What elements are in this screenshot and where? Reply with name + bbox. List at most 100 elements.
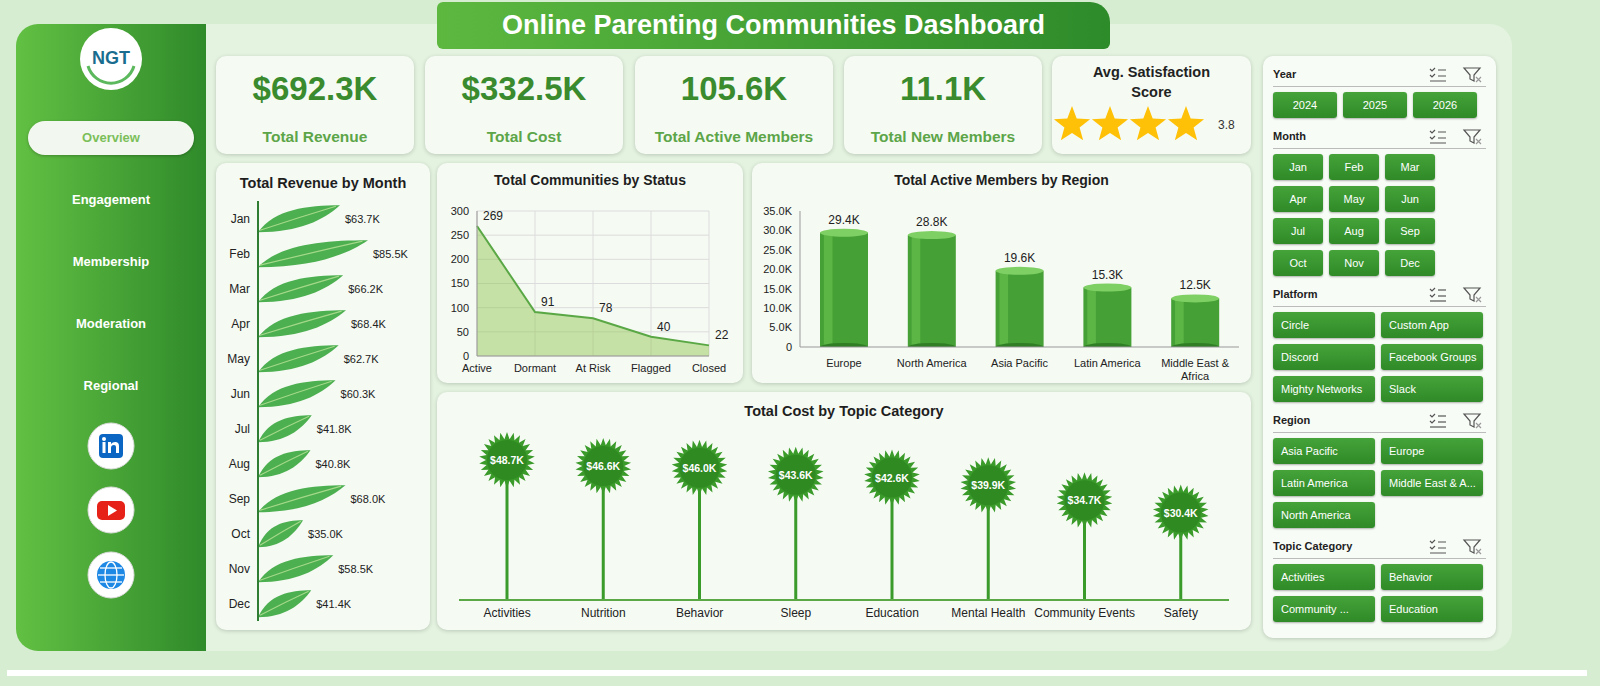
svg-text:$48.7K: $48.7K [490, 454, 524, 466]
html-text:Overview: Overview [82, 130, 140, 145]
svg-text:$62.7K: $62.7K [344, 353, 380, 365]
html-text:2026: 2026 [1432, 99, 1458, 111]
svg-text:$58.5K: $58.5K [338, 563, 374, 575]
html-text:Total Communities by Status: Total Communities by Status [494, 172, 686, 188]
html-text:Total Revenue by Month: Total Revenue by Month [239, 175, 407, 191]
html-text:11.1K: 11.1K [899, 70, 987, 107]
svg-text:28.8K: 28.8K [916, 215, 947, 229]
svg-text:100: 100 [451, 302, 469, 314]
svg-text:$46.0K: $46.0K [683, 462, 717, 474]
html-text:Total Active Members by Region: Total Active Members by Region [894, 172, 1109, 188]
svg-text:Active: Active [462, 362, 492, 374]
svg-text:Jul: Jul [235, 422, 250, 436]
svg-text:At Risk: At Risk [576, 362, 611, 374]
svg-text:$68.0K: $68.0K [350, 493, 386, 505]
svg-text:$41.8K: $41.8K [317, 423, 353, 435]
svg-text:15.3K: 15.3K [1092, 268, 1123, 282]
svg-text:$40.8K: $40.8K [315, 458, 351, 470]
svg-text:$43.6K: $43.6K [779, 469, 813, 481]
svg-text:$68.4K: $68.4K [351, 318, 387, 330]
svg-text:22: 22 [715, 328, 729, 342]
svg-text:Dec: Dec [229, 597, 250, 611]
html-text:Moderation: Moderation [76, 316, 146, 331]
svg-text:30.0K: 30.0K [763, 224, 792, 236]
svg-text:29.4K: 29.4K [828, 213, 859, 227]
svg-text:5.0K: 5.0K [769, 321, 792, 333]
svg-text:Middle East &Africa: Middle East &Africa [1161, 357, 1230, 381]
svg-text:40: 40 [657, 320, 671, 334]
html-text:Online Parenting Communities D: Online Parenting Communities Dashboard [502, 10, 1045, 40]
svg-text:Flagged: Flagged [631, 362, 671, 374]
svg-text:Jan: Jan [231, 212, 250, 226]
svg-text:Latin America: Latin America [1074, 357, 1142, 369]
svg-text:$66.2K: $66.2K [348, 283, 384, 295]
svg-text:Jun: Jun [231, 387, 250, 401]
html-text:Engagement: Engagement [72, 192, 150, 207]
svg-text:$42.6K: $42.6K [875, 472, 909, 484]
svg-text:$34.7K: $34.7K [1068, 494, 1102, 506]
svg-text:19.6K: 19.6K [1004, 251, 1035, 265]
svg-text:Nutrition: Nutrition [581, 606, 626, 620]
html-text:$692.3K: $692.3K [252, 70, 378, 107]
svg-text:15.0K: 15.0K [763, 283, 792, 295]
svg-text:269: 269 [483, 209, 503, 223]
svg-text:Education: Education [865, 606, 918, 620]
svg-text:$39.9K: $39.9K [971, 479, 1005, 491]
html-text:Regional: Regional [83, 378, 139, 393]
html-text:Membership: Membership [72, 254, 150, 269]
svg-text:Dormant: Dormant [514, 362, 556, 374]
svg-text:Closed: Closed [692, 362, 726, 374]
svg-text:Activities: Activities [483, 606, 530, 620]
html-text:Year: Year [1273, 68, 1297, 80]
svg-text:Community Events: Community Events [1034, 606, 1135, 620]
svg-text:$60.3K: $60.3K [341, 388, 377, 400]
svg-text:$63.7K: $63.7K [345, 213, 381, 225]
svg-text:NGT: NGT [92, 48, 130, 68]
svg-text:North America: North America [897, 357, 968, 369]
svg-text:12.5K: 12.5K [1180, 278, 1211, 292]
svg-text:Mental Health: Mental Health [951, 606, 1025, 620]
svg-text:Aug: Aug [229, 457, 250, 471]
svg-text:91: 91 [541, 295, 555, 309]
svg-text:0: 0 [463, 350, 469, 362]
svg-text:$85.5K: $85.5K [373, 248, 409, 260]
svg-text:300: 300 [451, 205, 469, 217]
svg-text:0: 0 [786, 341, 792, 353]
html-text:Total Cost by Topic Category: Total Cost by Topic Category [744, 403, 944, 419]
html-text:Avg. Satisfaction Score: Avg. Satisfaction Score [1092, 64, 1210, 100]
svg-text:3.8: 3.8 [1218, 118, 1235, 132]
html-text:105.6K: 105.6K [680, 70, 788, 107]
svg-text:20.0K: 20.0K [763, 263, 792, 275]
html-text:2025: 2025 [1362, 99, 1388, 111]
svg-text:Apr: Apr [231, 317, 250, 331]
html-text:Total Active Members: Total Active Members [654, 128, 814, 145]
svg-text:Europe: Europe [826, 357, 861, 369]
svg-text:35.0K: 35.0K [763, 205, 792, 217]
svg-text:Behavior: Behavior [676, 606, 723, 620]
svg-text:150: 150 [451, 277, 469, 289]
svg-text:$46.6K: $46.6K [586, 460, 620, 472]
svg-text:May: May [227, 352, 250, 366]
html-text:Total Revenue: Total Revenue [262, 128, 368, 145]
svg-text:250: 250 [451, 229, 469, 241]
svg-text:10.0K: 10.0K [763, 302, 792, 314]
svg-text:Mar: Mar [229, 282, 250, 296]
svg-text:Sep: Sep [229, 492, 251, 506]
svg-text:$35.0K: $35.0K [308, 528, 344, 540]
svg-text:25.0K: 25.0K [763, 244, 792, 256]
svg-text:$41.4K: $41.4K [316, 598, 352, 610]
svg-text:Sleep: Sleep [781, 606, 812, 620]
html-text:Total Cost: Total Cost [486, 128, 562, 145]
html-text:Total New Members: Total New Members [870, 128, 1016, 145]
svg-text:$30.4K: $30.4K [1164, 507, 1198, 519]
svg-text:Oct: Oct [231, 527, 250, 541]
html-text:$332.5K: $332.5K [461, 70, 587, 107]
html-text:2024: 2024 [1292, 99, 1318, 111]
svg-text:50: 50 [457, 326, 469, 338]
svg-text:200: 200 [451, 253, 469, 265]
svg-text:Asia Pacific: Asia Pacific [991, 357, 1048, 369]
svg-text:78: 78 [599, 301, 613, 315]
svg-text:Nov: Nov [229, 562, 250, 576]
svg-text:Safety: Safety [1164, 606, 1198, 620]
svg-text:Feb: Feb [229, 247, 250, 261]
